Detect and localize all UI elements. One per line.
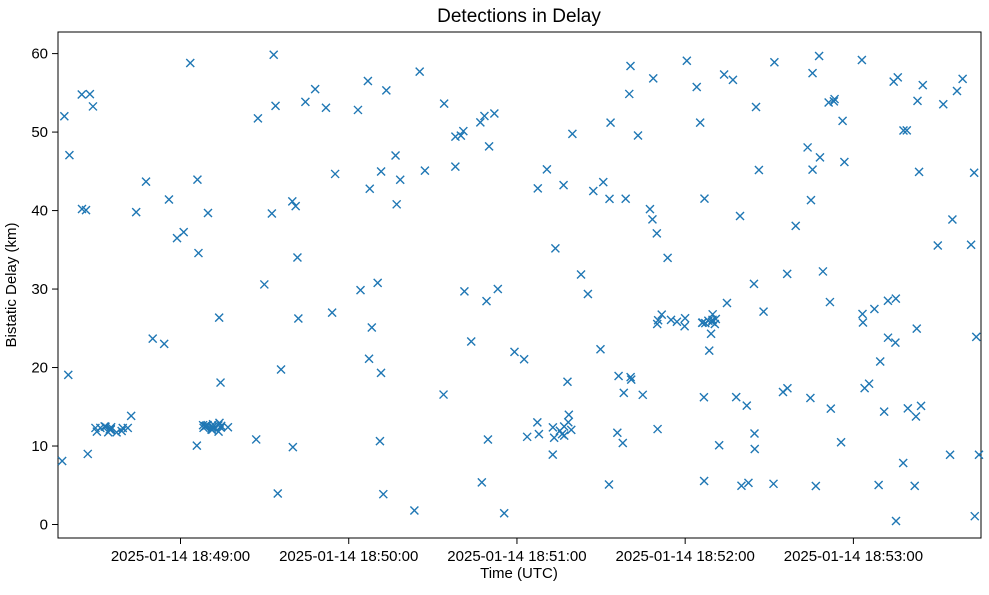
svg-text:2025-01-14 18:52:00: 2025-01-14 18:52:00 — [616, 548, 755, 565]
svg-text:10: 10 — [31, 438, 48, 455]
svg-text:60: 60 — [31, 46, 48, 63]
svg-text:Time (UTC): Time (UTC) — [480, 565, 558, 582]
svg-text:2025-01-14 18:49:00: 2025-01-14 18:49:00 — [111, 548, 250, 565]
svg-text:Detections in Delay: Detections in Delay — [437, 6, 601, 27]
svg-text:20: 20 — [31, 360, 48, 377]
svg-text:0: 0 — [40, 517, 48, 534]
svg-text:Bistatic Delay (km): Bistatic Delay (km) — [3, 222, 20, 347]
svg-text:2025-01-14 18:51:00: 2025-01-14 18:51:00 — [447, 548, 586, 565]
svg-text:2025-01-14 18:53:00: 2025-01-14 18:53:00 — [784, 548, 923, 565]
svg-text:50: 50 — [31, 124, 48, 141]
svg-text:2025-01-14 18:50:00: 2025-01-14 18:50:00 — [279, 548, 418, 565]
svg-text:40: 40 — [31, 203, 48, 220]
svg-text:30: 30 — [31, 281, 48, 298]
